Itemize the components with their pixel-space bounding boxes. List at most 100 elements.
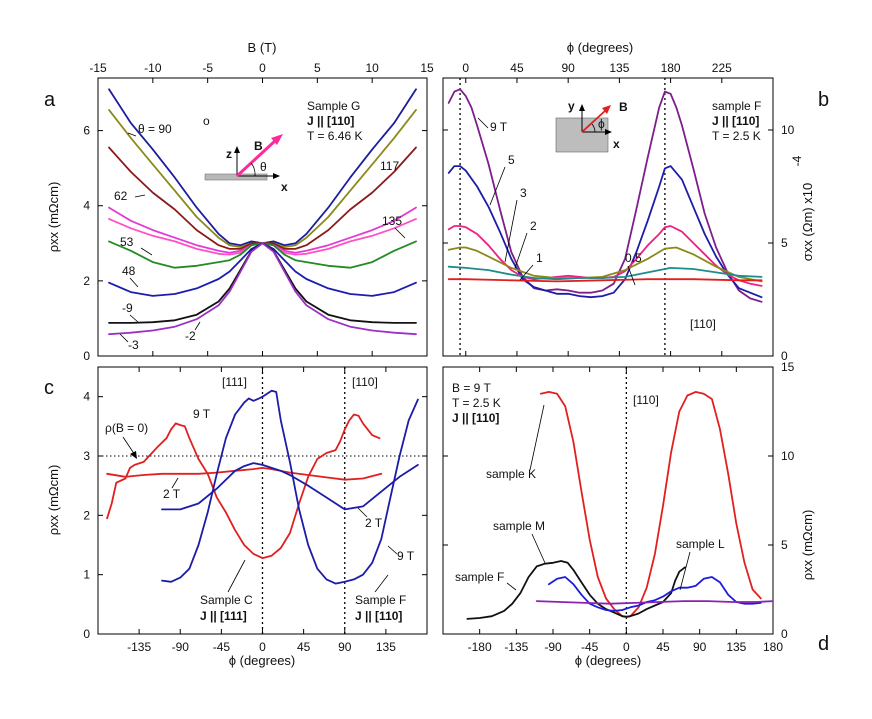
panel-b-inset-x-head [605,129,612,135]
panel-c-leader-2t-f [357,507,368,518]
panel-b-leader-05 [627,265,636,286]
panel-b-inset: y x Bϕ [555,99,628,153]
panel-d-info-field: B = 9 T [452,381,491,395]
panel-c-xtick-label: -45 [213,640,231,654]
panel-c-leader-2t-c [171,477,179,489]
panel-b-ytick-label: 5 [781,236,788,250]
panel-d-series-1 [466,560,686,620]
panel-d-label-sample-f: sample F [455,570,504,584]
panel-c-rho0-arrow [122,436,136,456]
panel-d-label-sample-m: sample M [493,519,545,533]
panel-a-leader-m2 [194,321,201,331]
panel-c-label-9t-c: 9 T [193,407,211,421]
panel-b-leader-9t [477,117,489,129]
panel-d-ytick-label: 10 [781,449,795,463]
panel-c-series-0 [106,467,383,481]
panel-b-label-05: 0.5 [625,251,642,265]
panel-a-label-90: θ = 90 [138,122,172,136]
panel-d-xtick-label: 135 [726,640,746,654]
panel-a-inset-b-arrow [235,138,278,178]
panel-a-leader-90 [127,132,137,137]
panel-b-inset-angle-arc [591,123,596,133]
panel-c-label-sample-c: Sample C [200,593,253,607]
panel-a-inset-z-head [234,146,240,153]
panel-c-xtick-label: -90 [172,640,190,654]
panel-c-label-j111: J || [111] [200,609,247,623]
panel-d-ytick-label: 0 [781,627,788,641]
panel-a-xtick-label: 10 [365,61,379,75]
panel-a-xtick-label: 15 [420,61,434,75]
panel-c-label-110: [110] [352,375,378,389]
panel-d-series-0 [539,391,762,618]
panel-d-xtick-label: 45 [656,640,670,654]
panel-a-leader-135 [394,227,406,239]
panel-b-xtick-label: 180 [661,61,681,75]
panel-b-leader-2 [514,232,528,269]
panel-d-xtick-label: -135 [504,640,528,654]
panel-b-label-1: 1 [536,251,543,265]
panel-c-xtick-label: -135 [127,640,151,654]
panel-a-series-5 [108,240,417,269]
panel-a-ytick-label: 4 [83,199,90,213]
panel-c-ytick-label: 1 [83,568,90,582]
panel-b-ylabel: σxx (Ωm) x10 [800,183,815,261]
panel-d-series-2 [548,576,762,612]
panel-c-leader-sample-c [227,559,246,593]
panel-a-xtick-label: -5 [202,61,213,75]
panel-c-ytick-label: 3 [83,449,90,463]
panel-b-xtick-label: 45 [510,61,524,75]
panel-c-label-2t-c: 2 T [163,487,181,501]
panel-c-xtick-label: 90 [338,640,352,654]
panel-d-leader-sample-k [529,404,545,471]
panel-d-ytick-label: 15 [781,360,795,374]
panel-c-label-sample-f: Sample F [355,593,406,607]
panel-d-xlabel: ϕ (degrees) [575,653,642,668]
panel-b-label-5: 5 [508,153,515,167]
panel-b-series-4 [447,265,763,281]
panel-a-xtick-label: -10 [144,61,162,75]
panel-a-series-7 [108,242,417,324]
panel-b-label-9t: 9 T [490,120,508,134]
panel-c-leader-sample-f [374,574,389,593]
panel-a-label-48: 48 [122,264,136,278]
panel-a-label-deg: o [203,114,210,128]
panel-c-label-rho0: ρ(B = 0) [105,421,148,435]
panel-c-rho0-arrow-head [130,451,137,459]
panel-c-xtick-label: 0 [259,640,266,654]
panel-c-label-9t-f: 9 T [397,549,415,563]
panel-a-inset: z x Bθ [204,134,288,194]
panel-c: -135 -90 -45 0 45 90 135 0 1 2 3 4 ϕ (degrees) ρxx (m… [44,366,428,668]
panel-c-ytick-label: 4 [83,390,90,404]
panel-d-label-110: [110] [633,393,659,407]
panel-c-series-3 [161,389,419,585]
panel-d-leader-sample-m [531,533,546,564]
panel-a-series-6 [108,242,417,297]
panel-a-ytick-label: 0 [83,349,90,363]
panel-a-leader-m9 [129,314,139,323]
panel-c-label-2t-f: 2 T [365,516,383,530]
panel-a-ylabel: ρxx (mΩcm) [46,182,61,253]
panel-b-info-current: J || [110] [712,114,759,128]
panel-a-inset-angle-arc [250,162,256,177]
panel-d-xtick-label: 180 [763,640,783,654]
panel-d-letter: d [818,633,829,655]
panel-a-label-62: 62 [114,189,128,203]
panel-a-inset-angle-label: θ [260,160,267,174]
panel-c-series-1 [106,413,381,559]
panel-b-leader-3 [504,199,518,263]
panel-b-ylabel-exp: -4 [790,155,804,166]
panel-b-frame [442,77,774,357]
panel-a-series-3 [108,206,417,254]
panel-b-xtick-label: 225 [712,61,732,75]
panel-c-ytick-label: 0 [83,627,90,641]
panel-a-ytick-label: 2 [83,274,90,288]
panel-d-frame [442,366,774,635]
panel-a-ytick-label: 6 [83,124,90,138]
panel-a-series-8 [108,242,417,336]
panel-d-series-3 [535,600,774,605]
panel-c-xlabel: ϕ (degrees) [229,653,296,668]
panel-a-leader-62 [134,194,146,198]
panel-d-xtick-label: -45 [581,640,599,654]
